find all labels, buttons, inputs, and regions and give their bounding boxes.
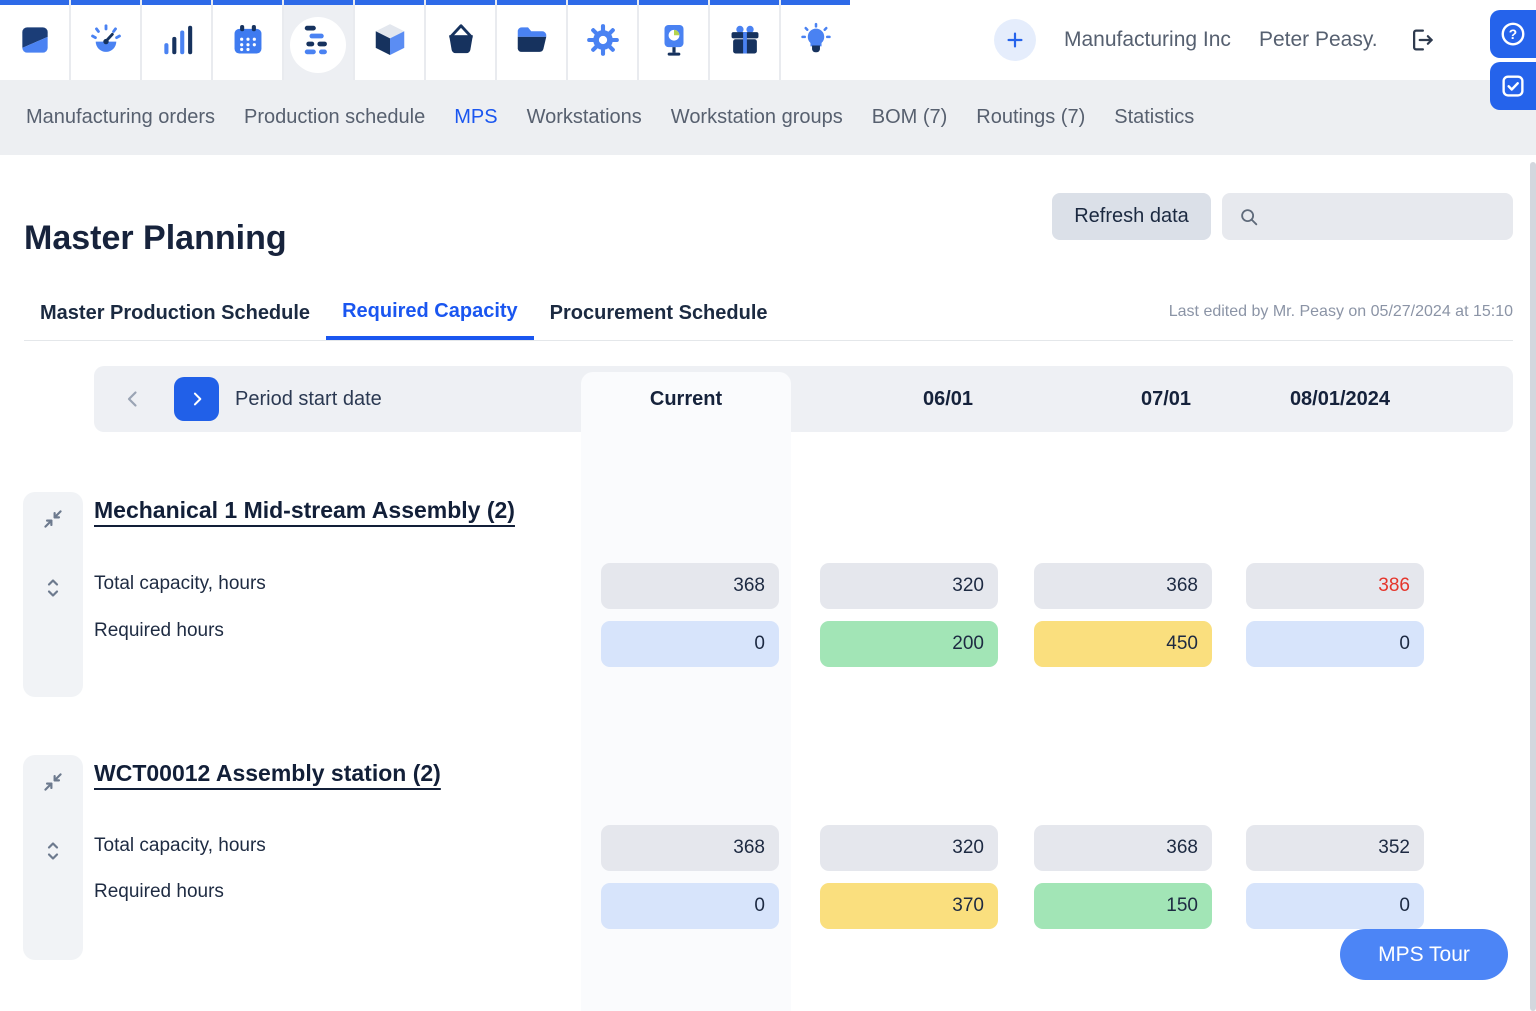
capacity-cell[interactable]: 368: [1034, 825, 1212, 871]
capacity-cell-overload[interactable]: 386: [1246, 563, 1424, 609]
gift-icon: [731, 25, 758, 54]
toolbar-item-dashboard[interactable]: [71, 0, 140, 80]
column-header-08012024: 08/01/2024: [1289, 387, 1391, 410]
nav-mps[interactable]: MPS: [454, 106, 498, 128]
vertical-scrollbar[interactable]: [1530, 162, 1536, 1011]
tasks-button[interactable]: [1490, 62, 1536, 110]
workstation-group-link[interactable]: Mechanical 1 Mid-stream Assembly (2): [94, 497, 515, 523]
last-edited-note: Last edited by Mr. Peasy on 05/27/2024 a…: [1168, 303, 1513, 320]
bar-chart-icon: [163, 25, 192, 55]
module-nav: Manufacturing orders Production schedule…: [0, 80, 1536, 155]
toolbar-item-documents[interactable]: [497, 0, 566, 80]
help-button[interactable]: ?: [1490, 10, 1536, 58]
collapse-icon[interactable]: [40, 769, 66, 795]
plus-icon: [1007, 32, 1023, 48]
user-name[interactable]: Peter Peasy.: [1258, 28, 1378, 51]
period-start-date-label: Period start date: [235, 387, 382, 410]
nav-statistics[interactable]: Statistics: [1114, 106, 1195, 128]
section-1-controls: [23, 492, 83, 697]
nav-manufacturing-orders[interactable]: Manufacturing orders: [26, 106, 215, 128]
workstation-group-link[interactable]: WCT00012 Assembly station (2): [94, 760, 441, 786]
required-hours-cell[interactable]: 0: [1246, 621, 1424, 667]
toolbar-item-logo[interactable]: [0, 0, 69, 80]
tab-procurement-schedule[interactable]: Procurement Schedule: [549, 302, 768, 324]
toolbar-item-stock[interactable]: [355, 0, 424, 80]
add-button[interactable]: [994, 19, 1036, 61]
toolbar-item-calendar[interactable]: [213, 0, 282, 80]
company-name[interactable]: Manufacturing Inc: [1064, 28, 1231, 51]
search-input[interactable]: [1270, 204, 1519, 229]
toolbar-item-mps[interactable]: [284, 0, 353, 80]
capacity-cell[interactable]: 320: [820, 825, 998, 871]
previous-period-button[interactable]: [121, 385, 145, 413]
search-box[interactable]: [1222, 193, 1519, 240]
section-2-controls: [23, 755, 83, 960]
topbar-right: Manufacturing Inc Peter Peasy.: [994, 0, 1436, 80]
capacity-cell[interactable]: 368: [601, 825, 779, 871]
gantt-icon: [304, 25, 327, 55]
required-hours-cell[interactable]: 0: [1246, 883, 1424, 929]
row-label-required-hours: Required hours: [94, 620, 224, 641]
required-hours-cell[interactable]: 450: [1034, 621, 1212, 667]
calendar-icon: [234, 24, 261, 54]
column-header-0701: 07/01: [1140, 387, 1192, 410]
folder-icon: [517, 27, 546, 52]
gauge-icon: [90, 24, 121, 52]
page-title: Master Planning: [24, 218, 287, 257]
module-toolbar: [0, 0, 850, 80]
row-label-total-capacity: Total capacity, hours: [94, 835, 266, 856]
checkbox-icon: [1502, 75, 1524, 97]
column-header-current: Current: [649, 387, 723, 410]
tab-master-production-schedule[interactable]: Master Production Schedule: [40, 302, 311, 324]
nav-routings[interactable]: Routings (7): [976, 106, 1086, 128]
row-label-total-capacity: Total capacity, hours: [94, 573, 266, 594]
required-hours-cell[interactable]: 0: [601, 883, 779, 929]
chevron-left-icon: [127, 391, 137, 407]
row-label-required-hours: Required hours: [94, 881, 224, 902]
required-hours-cell[interactable]: 370: [820, 883, 998, 929]
capacity-cell[interactable]: 368: [601, 563, 779, 609]
toolbar-item-crm[interactable]: [639, 0, 708, 80]
nav-bom[interactable]: BOM (7): [871, 106, 948, 128]
search-icon: [1241, 208, 1258, 225]
refresh-data-button[interactable]: Refresh data: [1052, 193, 1211, 240]
next-period-button[interactable]: [174, 377, 219, 421]
logout-button[interactable]: [1406, 25, 1436, 55]
mps-tour-button[interactable]: MPS Tour: [1340, 929, 1508, 980]
question-icon: ?: [1501, 22, 1525, 46]
sort-icon[interactable]: [41, 837, 65, 865]
nav-workstation-groups[interactable]: Workstation groups: [670, 106, 843, 128]
tab-required-capacity[interactable]: Required Capacity: [326, 287, 534, 340]
column-header-0601: 06/01: [922, 387, 974, 410]
view-tabs: Master Production Schedule Required Capa…: [24, 287, 1513, 341]
period-header-bar: Period start date: [94, 366, 1513, 432]
svg-text:?: ?: [1509, 27, 1517, 42]
presentation-icon: [664, 24, 683, 56]
logo-icon: [21, 27, 48, 53]
collapse-icon[interactable]: [40, 506, 66, 532]
toolbar-item-rewards[interactable]: [710, 0, 779, 80]
basket-icon: [448, 24, 473, 54]
toolbar-item-procurement[interactable]: [426, 0, 495, 80]
required-hours-cell[interactable]: 0: [601, 621, 779, 667]
capacity-cell[interactable]: 368: [1034, 563, 1212, 609]
required-hours-cell[interactable]: 200: [820, 621, 998, 667]
toolbar-item-ideas[interactable]: [781, 0, 850, 80]
toolbar-item-settings[interactable]: [568, 0, 637, 80]
chevron-right-icon: [193, 392, 201, 406]
sort-icon[interactable]: [41, 574, 65, 602]
capacity-cell[interactable]: 352: [1246, 825, 1424, 871]
gear-icon: [586, 24, 619, 56]
capacity-cell[interactable]: 320: [820, 563, 998, 609]
nav-workstations[interactable]: Workstations: [526, 106, 642, 128]
cube-icon: [375, 24, 404, 56]
logout-icon: [1412, 29, 1433, 51]
required-hours-cell[interactable]: 150: [1034, 883, 1212, 929]
lightbulb-icon: [800, 22, 831, 53]
toolbar-item-reports[interactable]: [142, 0, 211, 80]
nav-production-schedule[interactable]: Production schedule: [243, 106, 426, 128]
